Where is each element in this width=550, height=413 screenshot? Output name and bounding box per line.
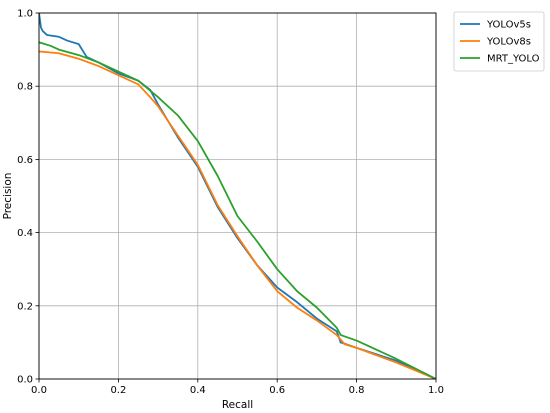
series-line-mrt-yolo — [39, 41, 436, 379]
x-tick-label: 0.2 — [110, 385, 126, 396]
y-tick-label: 0.8 — [17, 82, 33, 93]
y-tick-label: 0.4 — [17, 228, 33, 239]
legend-frame — [453, 11, 545, 72]
y-tick-label: 1.0 — [17, 9, 33, 20]
legend-label-yolov5s: YOLOv5s — [486, 20, 531, 31]
y-tick-label: 0.0 — [17, 375, 33, 386]
x-tick-label: 0.0 — [31, 385, 47, 396]
y-tick-label: 0.6 — [17, 155, 33, 166]
legend-label-mrt-yolo: MRT_YOLO — [487, 54, 540, 65]
x-axis-label: Recall — [222, 399, 253, 411]
x-tick-label: 1.0 — [428, 385, 444, 396]
x-tick-label: 0.6 — [269, 385, 285, 396]
axis-ticks: 0.0 0.2 0.4 0.6 0.8 1.0 0.0 0.2 0.4 0.6 0.8 1.0 — [17, 9, 444, 397]
y-tick-label: 0.2 — [17, 301, 33, 312]
series-line-yolov8s — [39, 50, 436, 379]
y-axis-label: Precision — [2, 173, 14, 220]
legend-label-yolov8s: YOLOv8s — [486, 37, 531, 48]
grid — [38, 12, 437, 380]
series-line-yolov5s — [39, 13, 436, 379]
x-tick-label: 0.8 — [349, 385, 365, 396]
plot-frame — [38, 12, 437, 380]
legend: YOLOv5s YOLOv8s MRT_YOLO — [453, 11, 545, 72]
x-tick-label: 0.4 — [190, 385, 206, 396]
series-lines — [39, 13, 436, 379]
